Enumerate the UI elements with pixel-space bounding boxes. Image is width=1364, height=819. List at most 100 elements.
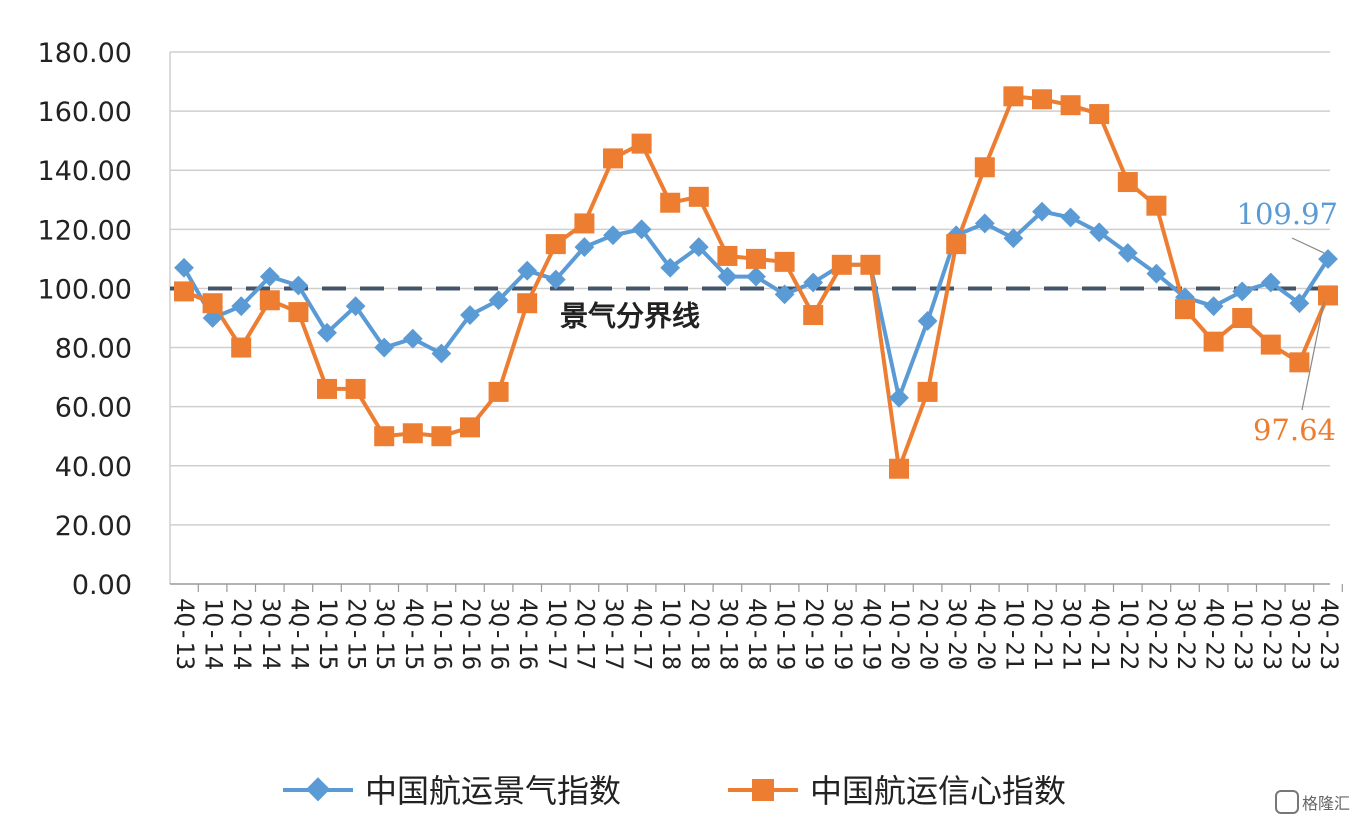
data-point-confidence [488, 381, 509, 402]
y-tick-label: 80.00 [55, 334, 132, 365]
legend-item-landscape-index[interactable]: 中国航运景气指数 [283, 772, 621, 810]
data-point-confidence [631, 133, 652, 154]
x-tick-label: 3Q-23 [1286, 598, 1314, 670]
data-point-confidence [174, 281, 194, 302]
data-point-confidence [1146, 195, 1167, 216]
y-tick-label: 40.00 [55, 452, 132, 483]
data-point-landscape [1117, 243, 1138, 263]
data-point-landscape [1089, 222, 1110, 243]
data-point-confidence [545, 234, 566, 255]
x-tick-label: 4Q-19 [857, 598, 885, 670]
x-tick-label: 1Q-16 [428, 598, 456, 670]
data-point-landscape [717, 266, 738, 287]
y-tick-label: 60.00 [55, 393, 132, 424]
data-point-landscape [1032, 201, 1052, 222]
boundary-line-label: 景气分界线 [560, 299, 700, 332]
y-tick-label: 100.00 [38, 274, 132, 305]
data-point-confidence [688, 186, 709, 207]
x-tick-label: 4Q-15 [400, 598, 428, 670]
data-point-confidence [974, 157, 995, 178]
data-point-landscape [1146, 263, 1167, 284]
data-point-confidence [1117, 172, 1138, 193]
x-tick-label: 1Q-20 [886, 598, 914, 670]
data-point-landscape [1318, 249, 1338, 269]
data-point-confidence [1032, 89, 1052, 110]
data-point-confidence [1260, 334, 1281, 355]
data-point-landscape [1289, 293, 1310, 314]
x-tick-label: 1Q-22 [1115, 598, 1143, 670]
x-tick-label: 2Q-23 [1258, 598, 1286, 670]
x-tick-label: 2Q-22 [1143, 598, 1171, 670]
x-tick-label: 2Q-16 [457, 598, 485, 670]
data-point-landscape [545, 269, 566, 290]
data-point-confidence [288, 302, 309, 323]
data-point-landscape [517, 260, 538, 281]
x-tick-label: 3Q-20 [943, 598, 971, 670]
data-point-landscape [374, 337, 395, 358]
legend-label: 中国航运景气指数 [365, 772, 621, 810]
data-point-landscape [603, 225, 623, 246]
y-tick-label: 20.00 [55, 511, 132, 542]
data-point-confidence [917, 381, 938, 402]
data-point-landscape [1060, 207, 1081, 228]
x-tick-label: 4Q-16 [514, 598, 542, 670]
data-point-landscape [174, 257, 194, 278]
x-tick-label: 4Q-22 [1201, 598, 1229, 670]
x-tick-label: 3Q-16 [486, 598, 514, 670]
data-point-landscape [660, 257, 681, 278]
data-point-confidence [1232, 308, 1253, 328]
annotation-leader [1291, 237, 1325, 254]
data-point-confidence [1089, 104, 1110, 125]
x-tick-label: 4Q-18 [743, 598, 771, 670]
x-tick-label: 3Q-14 [257, 598, 285, 670]
data-point-confidence [831, 254, 852, 275]
data-point-landscape [746, 266, 766, 287]
legend-item-confidence-index[interactable]: 中国航运信心指数 [728, 772, 1066, 810]
x-tick-label: 3Q-17 [600, 598, 628, 670]
data-point-confidence [717, 245, 738, 266]
x-tick-label: 2Q-20 [915, 598, 943, 670]
data-point-confidence [345, 378, 366, 399]
x-tick-label: 2Q-18 [686, 598, 714, 670]
x-tick-label: 3Q-19 [829, 598, 857, 670]
data-point-landscape [288, 275, 309, 296]
y-tick-label: 140.00 [38, 156, 132, 187]
data-point-landscape [803, 272, 824, 293]
data-point-confidence [1318, 285, 1338, 306]
data-point-landscape [917, 311, 938, 331]
data-point-confidence [803, 305, 824, 326]
y-tick-label: 160.00 [38, 97, 132, 128]
data-point-confidence [460, 417, 480, 438]
x-tick-label: 1Q-23 [1229, 598, 1257, 670]
legend-label: 中国航运信心指数 [810, 772, 1066, 810]
data-point-confidence [431, 426, 452, 447]
annotation-leader [1301, 301, 1325, 411]
data-point-landscape [231, 296, 252, 317]
data-point-landscape [402, 328, 423, 349]
x-tick-label: 2Q-14 [228, 598, 256, 670]
data-point-landscape [1260, 272, 1281, 293]
x-tick-label: 1Q-19 [772, 598, 800, 670]
y-tick-label: 0.00 [72, 570, 132, 601]
data-point-confidence [774, 251, 795, 272]
data-point-landscape [1232, 281, 1253, 302]
data-point-confidence [517, 293, 538, 314]
data-point-confidence [860, 254, 881, 275]
watermark-text: 格隆汇 [1302, 794, 1350, 813]
annotation-label: 109.97 [1237, 197, 1338, 231]
x-tick-label: 3Q-22 [1172, 598, 1200, 670]
x-tick-label: 4Q-14 [285, 598, 313, 670]
x-tick-label: 2Q-19 [800, 598, 828, 670]
data-point-confidence [946, 234, 967, 255]
data-point-confidence [1060, 95, 1081, 116]
data-point-confidence [746, 248, 766, 269]
x-tick-label: 3Q-15 [371, 598, 399, 670]
data-point-confidence [1289, 352, 1310, 373]
data-point-landscape [460, 305, 480, 325]
x-tick-label: 4Q-20 [972, 598, 1000, 670]
x-tick-label: 3Q-21 [1058, 598, 1086, 670]
data-point-confidence [889, 458, 909, 479]
data-point-confidence [317, 378, 337, 399]
data-point-confidence [202, 293, 223, 314]
x-tick-label: 2Q-17 [571, 598, 599, 670]
